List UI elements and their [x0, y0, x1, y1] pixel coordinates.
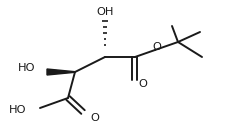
Text: O: O [90, 113, 99, 123]
Text: OH: OH [96, 7, 113, 17]
Text: O: O [138, 79, 147, 89]
Polygon shape [47, 69, 75, 75]
Text: HO: HO [9, 105, 27, 115]
Text: O: O [152, 42, 161, 52]
Text: HO: HO [18, 63, 36, 73]
